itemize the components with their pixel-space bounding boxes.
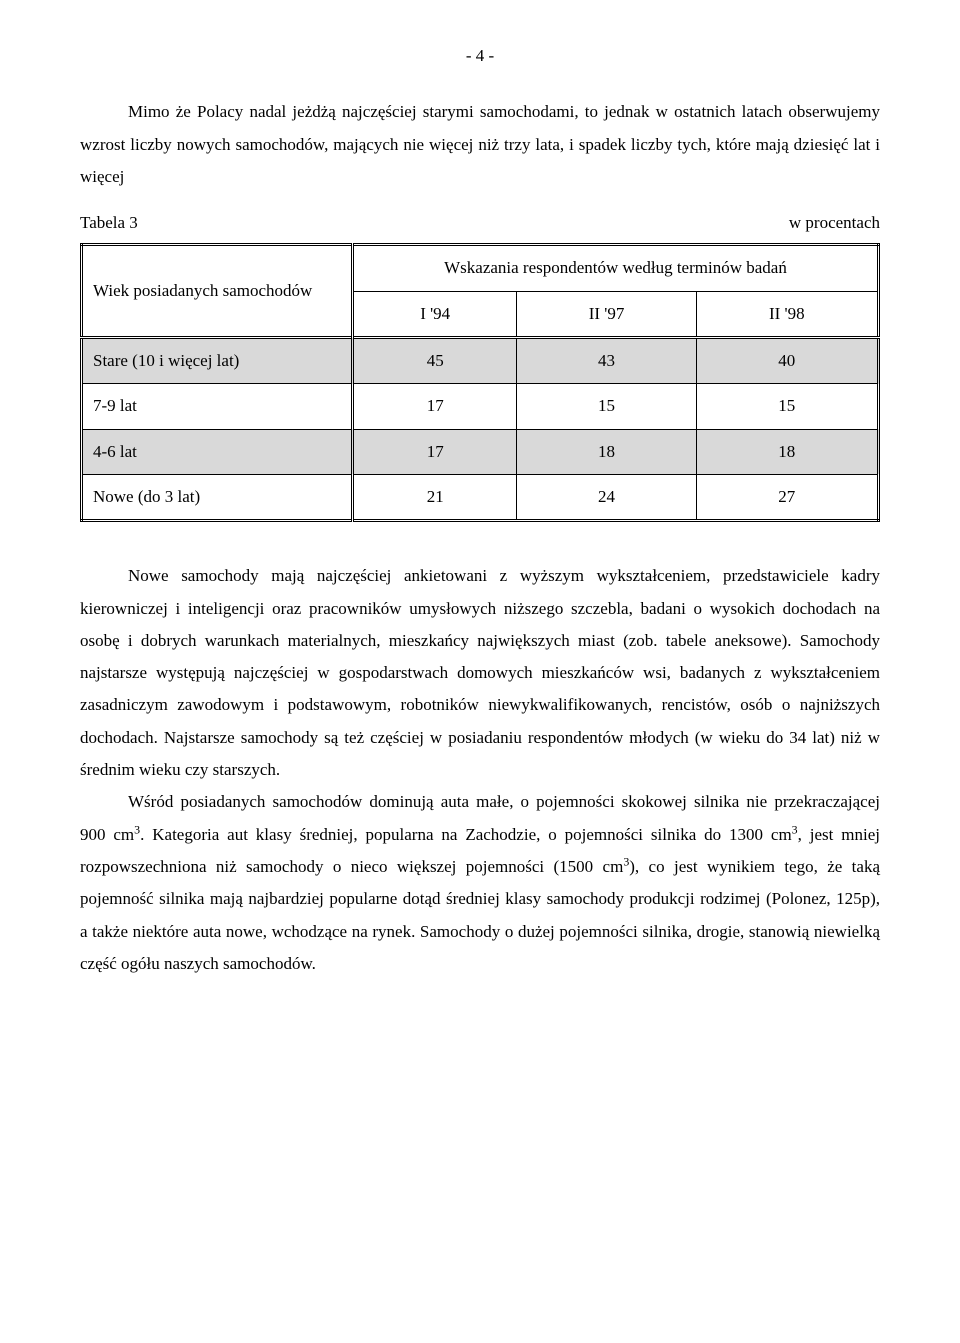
row-label: 4-6 lat (82, 429, 353, 474)
period-1: II '97 (517, 291, 696, 337)
page-number: - 4 - (80, 40, 880, 72)
cell: 17 (352, 384, 516, 429)
period-0: I '94 (352, 291, 516, 337)
data-table: Wiek posiadanych samochodów Wskazania re… (80, 243, 880, 522)
table-label-right: w procentach (789, 207, 880, 239)
p3-seg-b: . Kategoria aut klasy średniej, popularn… (140, 825, 792, 844)
cell: 45 (352, 338, 516, 384)
table-label-left: Tabela 3 (80, 207, 138, 239)
body-paragraph-3: Wśród posiadanych samochodów dominują au… (80, 786, 880, 980)
cell: 15 (696, 384, 878, 429)
row-label: Stare (10 i więcej lat) (82, 338, 353, 384)
cell: 18 (517, 429, 696, 474)
row-label: 7-9 lat (82, 384, 353, 429)
cell: 27 (696, 474, 878, 520)
table-row: Stare (10 i więcej lat) 45 43 40 (82, 338, 879, 384)
row-header: Wiek posiadanych samochodów (82, 245, 353, 338)
intro-paragraph: Mimo że Polacy nadal jeżdżą najczęściej … (80, 96, 880, 193)
cell: 43 (517, 338, 696, 384)
cell: 18 (696, 429, 878, 474)
cell: 24 (517, 474, 696, 520)
table-row: 4-6 lat 17 18 18 (82, 429, 879, 474)
body-paragraph-2: Nowe samochody mają najczęściej ankietow… (80, 560, 880, 786)
col-header-span: Wskazania respondentów według terminów b… (352, 245, 878, 291)
row-label: Nowe (do 3 lat) (82, 474, 353, 520)
table-row: 7-9 lat 17 15 15 (82, 384, 879, 429)
period-2: II '98 (696, 291, 878, 337)
cell: 15 (517, 384, 696, 429)
cell: 40 (696, 338, 878, 384)
cell: 21 (352, 474, 516, 520)
table-row: Nowe (do 3 lat) 21 24 27 (82, 474, 879, 520)
cell: 17 (352, 429, 516, 474)
